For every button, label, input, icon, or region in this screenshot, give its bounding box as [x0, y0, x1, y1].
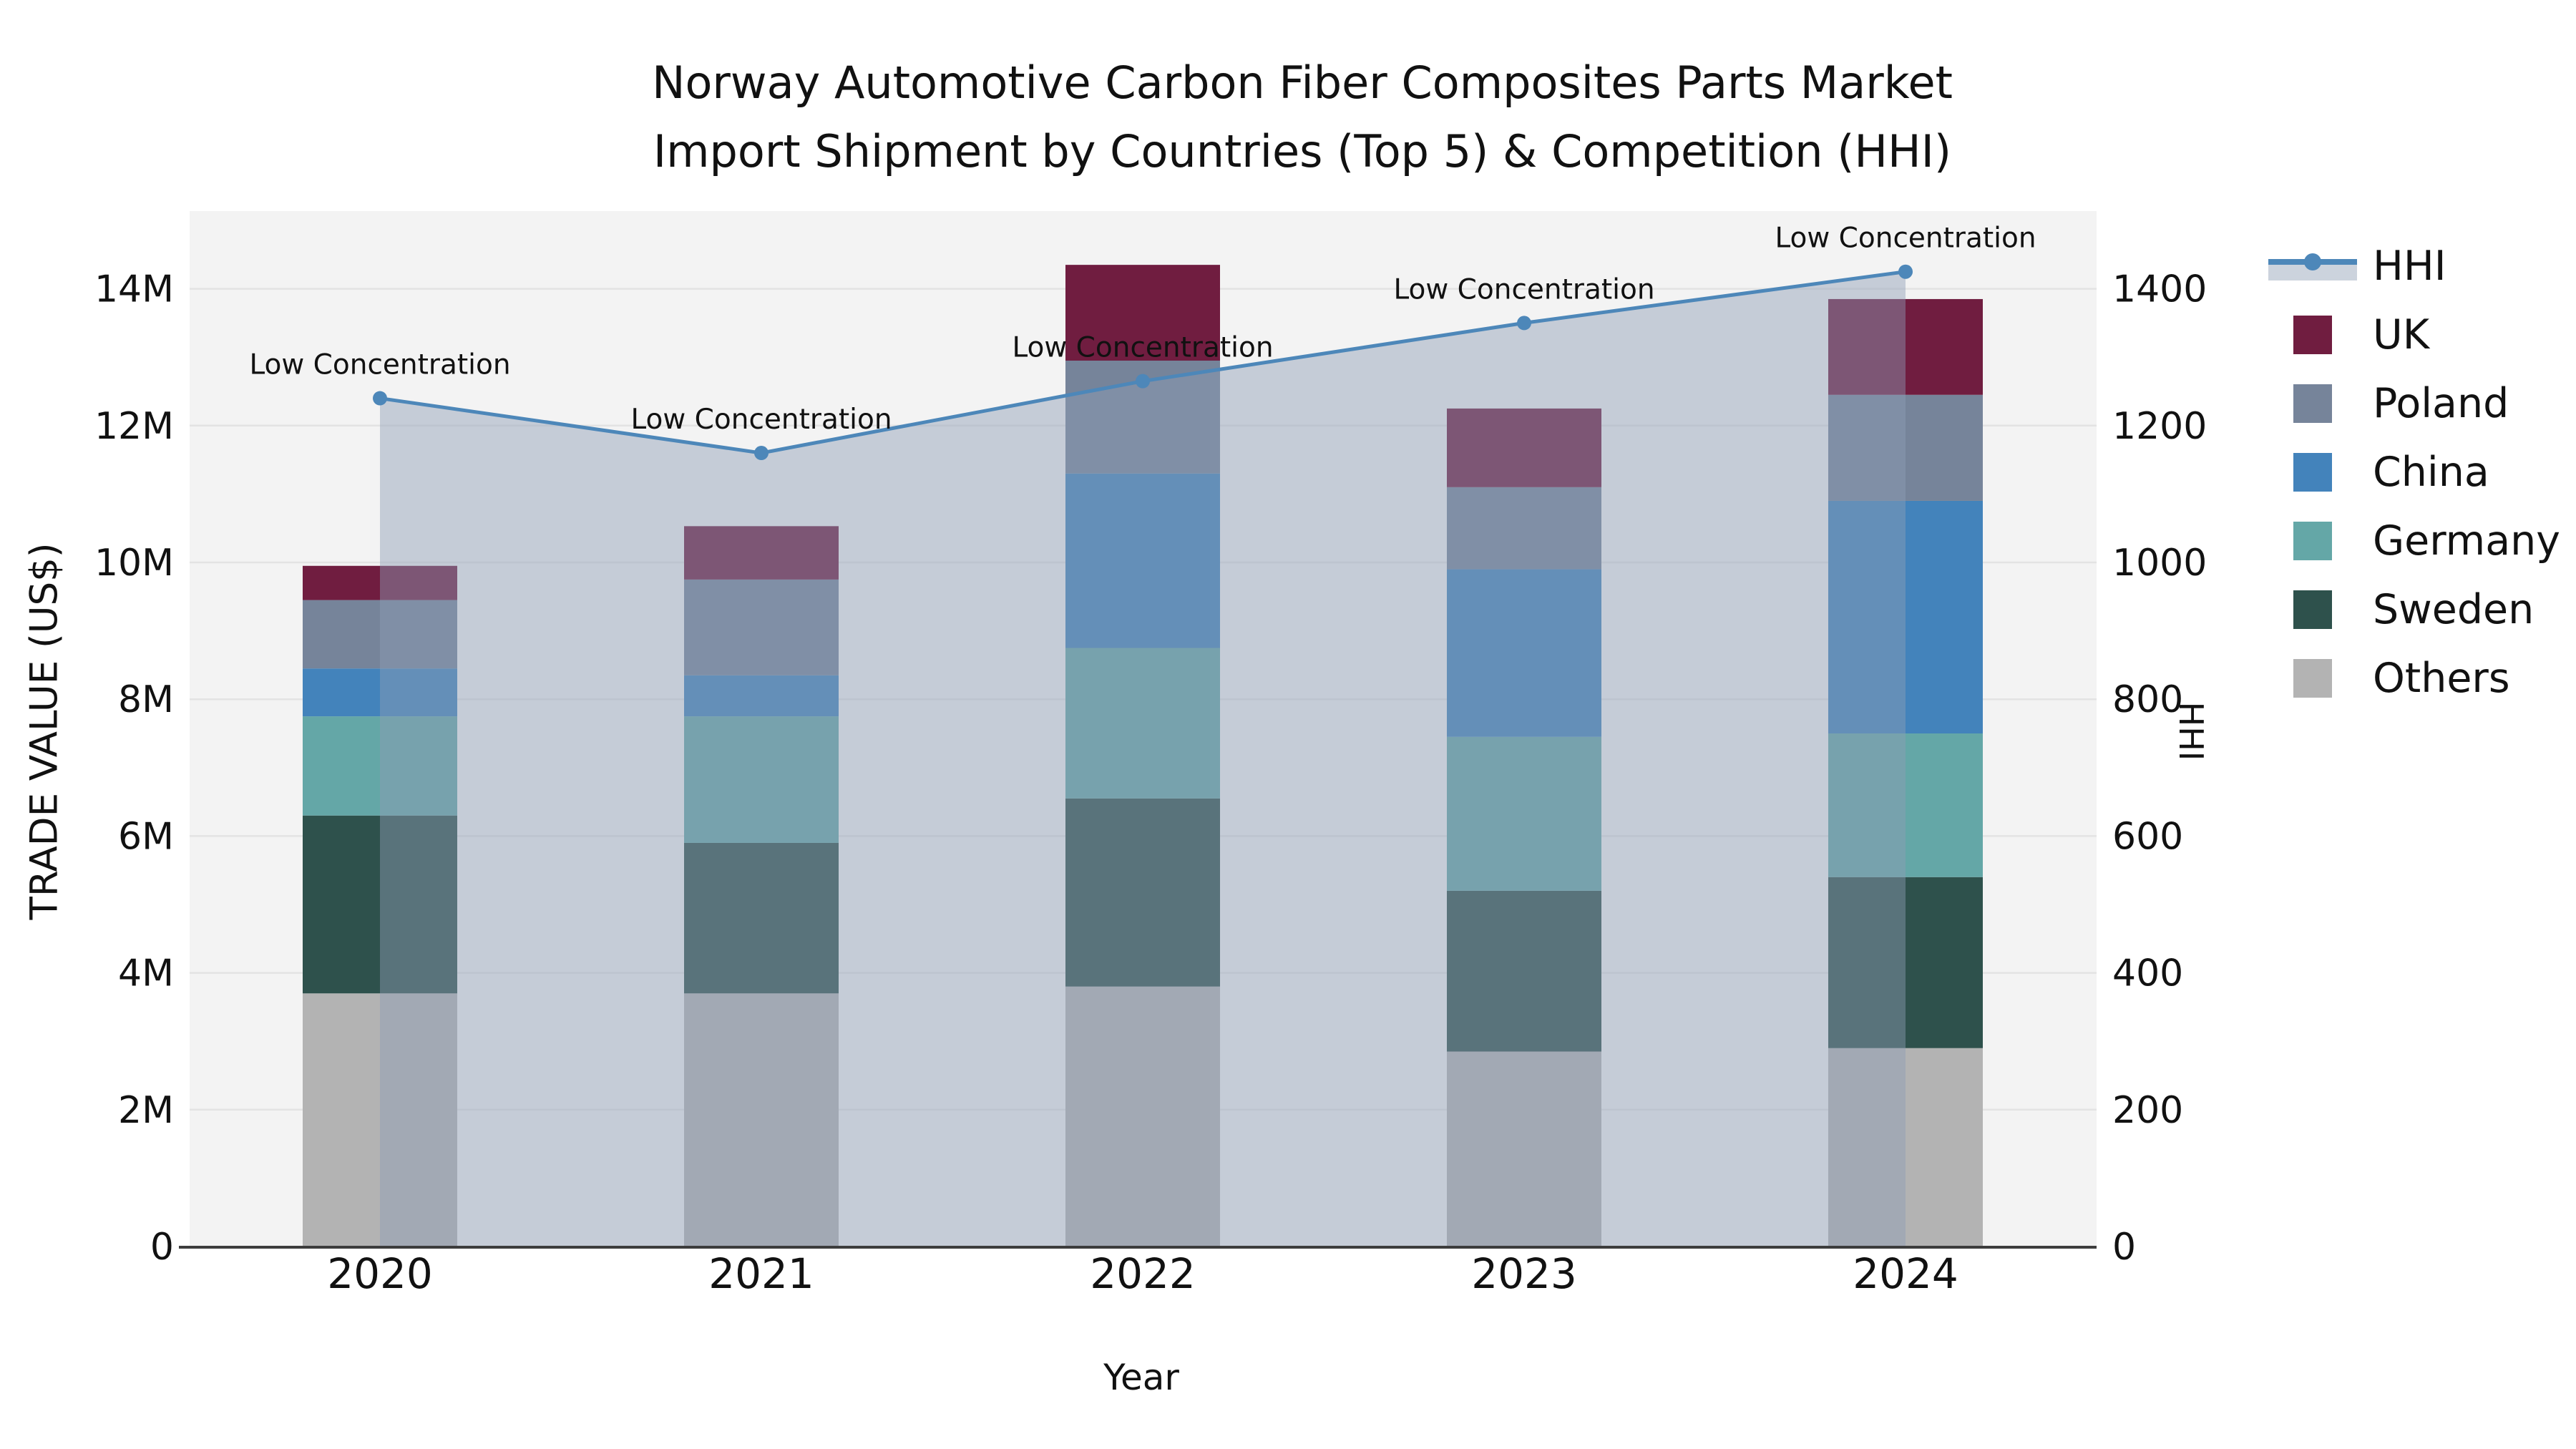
bar-segment-poland-2023: [1447, 487, 1601, 570]
annotation-low-concentration-2023: Low Concentration: [1393, 273, 1654, 306]
legend-item-germany: Germany: [2263, 507, 2560, 575]
color-swatch: [2293, 384, 2332, 423]
bar-segment-sweden-2020: [303, 815, 457, 994]
hhi-marker-2022: [1136, 374, 1150, 389]
chart-title-line2: Import Shipment by Countries (Top 5) & C…: [653, 125, 1952, 177]
bar-segment-germany-2020: [303, 716, 457, 816]
legend-item-uk: UK: [2263, 301, 2560, 369]
color-swatch-icon: [2263, 655, 2363, 701]
bar-segment-germany-2022: [1065, 648, 1220, 799]
y-left-tick-label: 2M: [118, 1089, 174, 1132]
y-right-tick-label: 800: [2112, 678, 2183, 721]
x-tick-label-2020: 2020: [327, 1249, 433, 1298]
x-tick-label-2023: 2023: [1471, 1249, 1577, 1298]
bar-segment-uk-2023: [1447, 408, 1601, 487]
bar-segment-china-2020: [303, 668, 457, 717]
y-right-tick-label: 1200: [2112, 405, 2207, 448]
bar-segment-china-2021: [684, 675, 839, 717]
bar-segment-poland-2021: [684, 579, 839, 675]
hhi-area-fill: [380, 271, 1906, 1247]
bar-segment-china-2022: [1065, 473, 1220, 648]
bar-segment-uk-2021: [684, 526, 839, 580]
hhi-marker-2023: [1517, 316, 1531, 331]
y-left-tick-label: 14M: [94, 268, 174, 311]
y-left-tick-label: 8M: [118, 678, 174, 721]
bar-segment-china-2023: [1447, 569, 1601, 737]
color-swatch-icon: [2263, 587, 2363, 633]
chart-title-line1: Norway Automotive Carbon Fiber Composite…: [652, 57, 1953, 109]
y-left-tick-label: 6M: [118, 815, 174, 858]
x-tick-label-2021: 2021: [708, 1249, 814, 1298]
bar-segment-germany-2021: [684, 716, 839, 843]
bar-segment-sweden-2021: [684, 842, 839, 994]
legend-item-poland: Poland: [2263, 369, 2560, 438]
legend-item-hhi: HHI: [2263, 232, 2560, 301]
color-swatch: [2293, 453, 2332, 492]
annotation-low-concentration-2020: Low Concentration: [249, 349, 510, 381]
y-right-tick-label: 1400: [2112, 268, 2207, 311]
annotation-low-concentration-2022: Low Concentration: [1012, 332, 1273, 364]
legend-item-others: Others: [2263, 644, 2560, 713]
hhi-marker-2024: [1898, 264, 1913, 279]
legend-label: China: [2373, 449, 2489, 496]
bar-segment-germany-2023: [1447, 736, 1601, 891]
y-right-tick-label: 200: [2112, 1089, 2183, 1132]
y-left-tick-label: 0: [150, 1226, 174, 1269]
color-swatch: [2293, 316, 2332, 354]
y-right-tick-label: 600: [2112, 815, 2183, 858]
legend-item-china: China: [2263, 438, 2560, 507]
y-right-tick-label: 1000: [2112, 542, 2207, 585]
color-swatch-icon: [2263, 449, 2363, 495]
legend-label: Germany: [2373, 517, 2560, 565]
x-tick-label-2022: 2022: [1090, 1249, 1196, 1298]
y-right-tick-label: 0: [2112, 1226, 2136, 1269]
bar-segment-others-2022: [1065, 986, 1220, 1246]
bar-segment-sweden-2022: [1065, 798, 1220, 987]
bar-segment-uk-2020: [303, 565, 457, 600]
legend-label: Others: [2373, 655, 2510, 702]
legend-label: HHI: [2373, 243, 2446, 290]
legend-item-sweden: Sweden: [2263, 575, 2560, 644]
bar-segment-others-2023: [1447, 1051, 1601, 1246]
color-swatch-icon: [2263, 381, 2363, 426]
color-swatch: [2293, 659, 2332, 698]
hhi-line-swatch-icon: [2263, 243, 2363, 289]
hhi-marker-2021: [754, 446, 769, 461]
bar-segment-others-2024: [1828, 1048, 1983, 1246]
x-tick-label-2024: 2024: [1853, 1249, 1958, 1298]
y-left-tick-label: 12M: [94, 405, 174, 448]
y-left-tick-label: 4M: [118, 952, 174, 995]
color-swatch: [2293, 590, 2332, 629]
bar-segment-poland-2024: [1828, 394, 1983, 501]
legend-label: Poland: [2373, 380, 2509, 427]
legend-label: Sweden: [2373, 586, 2534, 633]
legend: HHI UK Poland China Germany Sweden Others: [2263, 232, 2560, 713]
color-swatch-icon: [2263, 312, 2363, 358]
color-swatch: [2293, 522, 2332, 560]
legend-label: UK: [2373, 311, 2430, 358]
x-axis-title: Year: [1103, 1357, 1179, 1398]
hhi-marker-2020: [373, 391, 387, 406]
bar-segment-uk-2022: [1065, 265, 1220, 361]
bar-segment-others-2021: [684, 993, 839, 1246]
y-right-tick-label: 400: [2112, 952, 2183, 995]
y-left-tick-label: 10M: [94, 542, 174, 585]
bar-segment-germany-2024: [1828, 733, 1983, 877]
bar-segment-others-2020: [303, 993, 457, 1246]
bar-segment-uk-2024: [1828, 298, 1983, 395]
annotation-low-concentration-2024: Low Concentration: [1775, 223, 2036, 255]
bar-segment-china-2024: [1828, 500, 1983, 733]
bar-segment-poland-2020: [303, 600, 457, 669]
annotation-low-concentration-2021: Low Concentration: [630, 404, 892, 436]
color-swatch-icon: [2263, 518, 2363, 564]
bar-segment-sweden-2024: [1828, 877, 1983, 1048]
bar-segment-sweden-2023: [1447, 890, 1601, 1052]
